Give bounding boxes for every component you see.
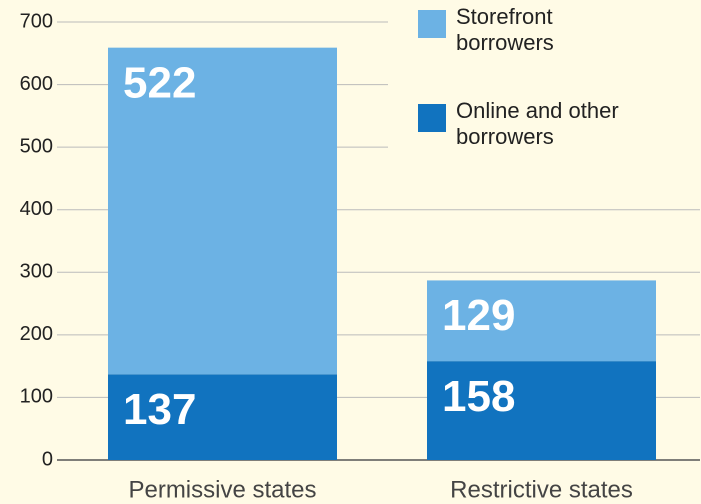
y-tick-label: 400 xyxy=(20,198,53,220)
x-tick-label: Restrictive states xyxy=(450,476,633,503)
legend-swatch xyxy=(418,10,446,38)
data-label: 158 xyxy=(442,372,515,421)
bar-segment xyxy=(427,280,656,362)
bar-segment xyxy=(108,47,337,375)
y-tick-label: 300 xyxy=(20,261,53,283)
x-tick-label: Permissive states xyxy=(128,476,316,503)
y-tick-label: 200 xyxy=(20,323,53,345)
legend-label: Storefront borrowers xyxy=(456,4,554,55)
y-tick-label: 100 xyxy=(20,386,53,408)
data-label: 522 xyxy=(123,58,196,107)
y-tick-label: 0 xyxy=(42,448,53,470)
bar-segment xyxy=(427,361,656,460)
data-label: 129 xyxy=(442,291,515,340)
y-tick-label: 700 xyxy=(20,10,53,32)
legend-label: Online and other borrowers xyxy=(456,98,619,149)
y-tick-label: 600 xyxy=(20,73,53,95)
data-label: 137 xyxy=(123,385,196,434)
legend-swatch xyxy=(418,104,446,132)
y-tick-label: 500 xyxy=(20,135,53,157)
bar-segment xyxy=(108,374,337,460)
